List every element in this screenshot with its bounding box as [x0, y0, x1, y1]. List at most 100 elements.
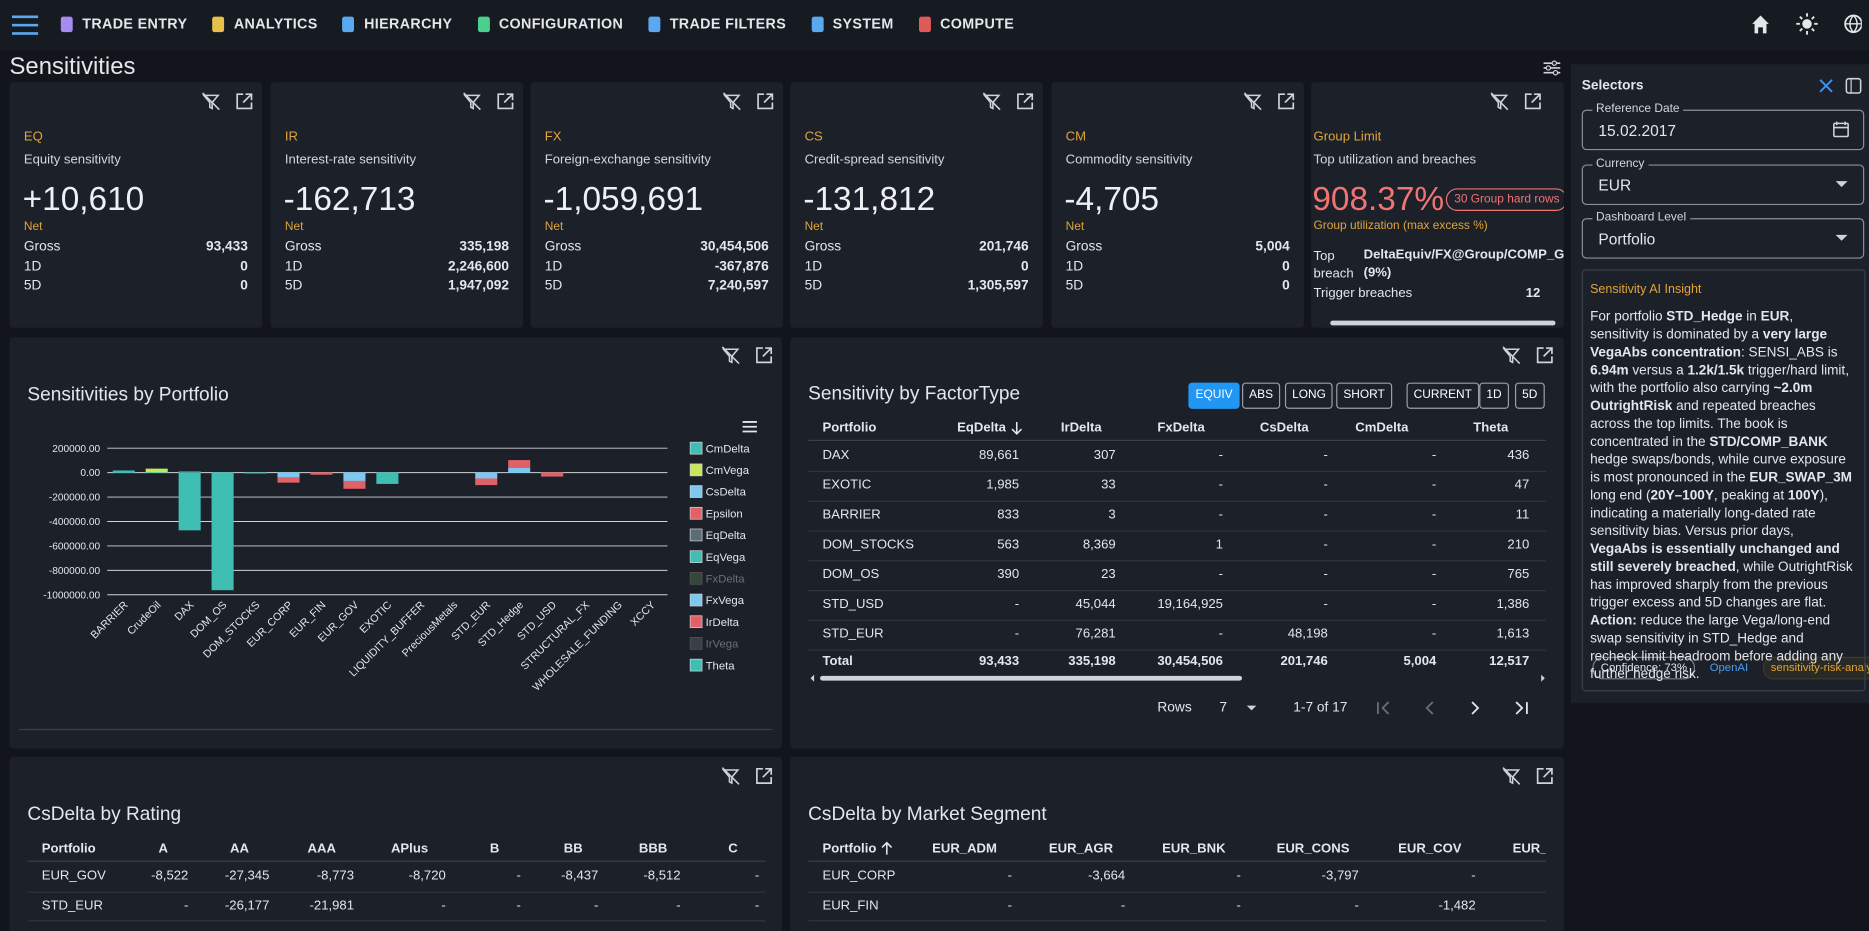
first-page[interactable] — [1377, 701, 1391, 715]
open-icon[interactable] — [1278, 93, 1295, 110]
clear-filter-icon[interactable] — [1502, 767, 1521, 785]
open-icon[interactable] — [236, 93, 253, 110]
column-header[interactable]: B — [489, 841, 500, 856]
column-header[interactable]: CmDelta — [1355, 420, 1409, 436]
clear-filter-icon[interactable] — [1502, 346, 1521, 365]
clear-filter-icon[interactable] — [202, 92, 220, 111]
card-code: CS — [804, 129, 823, 145]
column-header[interactable]: EUR_CONS — [1276, 841, 1350, 856]
insight-chip: Confidence: 73% — [1592, 656, 1696, 680]
menu-button[interactable] — [11, 14, 41, 35]
column-header[interactable]: Theta — [1473, 420, 1509, 436]
nav-item[interactable]: CONFIGURATION — [498, 15, 624, 33]
open-icon[interactable] — [1524, 93, 1542, 110]
segment-panel — [790, 756, 1564, 931]
table-cell: EUR_FIN — [822, 898, 879, 913]
clear-filter-icon[interactable] — [982, 92, 1001, 111]
open-icon[interactable] — [756, 347, 773, 364]
row-rule — [808, 530, 1546, 532]
clear-filter-icon[interactable] — [722, 92, 741, 111]
nav-item[interactable]: ANALYTICS — [233, 15, 318, 33]
column-header[interactable]: EqDelta — [957, 420, 1006, 436]
table-cell: -8,720 — [408, 868, 446, 884]
insight-text: hedge swaps/bonds, while curve exposure … — [1590, 452, 1846, 486]
next-page[interactable] — [1471, 701, 1481, 715]
prev-page[interactable] — [1425, 701, 1436, 715]
clear-filter-icon[interactable] — [721, 346, 740, 365]
last-page[interactable] — [1515, 701, 1529, 715]
table-cell: - — [1471, 868, 1476, 884]
open-icon[interactable] — [756, 767, 773, 785]
table-scroll-part — [810, 674, 815, 682]
period-toggle[interactable]: CURRENT — [1406, 382, 1480, 409]
clear-filter-icon[interactable] — [463, 92, 481, 111]
column-header[interactable]: Portfolio — [822, 420, 877, 436]
rows-per-page[interactable]: 7 — [1219, 700, 1228, 716]
open-icon-part — [1524, 93, 1541, 110]
dropdown-arrow-part — [1835, 234, 1848, 241]
period-toggle[interactable]: 1D — [1479, 382, 1509, 409]
factor-toggle[interactable]: SHORT — [1336, 382, 1393, 409]
column-header[interactable]: AA — [230, 841, 249, 856]
dropdown-arrow[interactable] — [1246, 705, 1257, 711]
home-icon[interactable] — [1752, 15, 1769, 34]
column-header[interactable]: C — [728, 841, 738, 856]
open-icon[interactable] — [497, 93, 514, 110]
factor-toggle[interactable]: EQUIV — [1188, 382, 1240, 409]
table-cell: - — [1323, 477, 1328, 493]
column-header[interactable]: BB — [563, 841, 583, 856]
theme-icon[interactable] — [1802, 19, 1812, 29]
calendar-icon[interactable] — [1833, 121, 1849, 138]
selectors-panel — [1571, 64, 1869, 704]
table-cell: - — [1431, 567, 1437, 582]
column-header[interactable]: CsDelta — [1259, 420, 1309, 436]
layout-settings-icon[interactable] — [1543, 60, 1561, 77]
nav-item[interactable]: TRADE FILTERS — [669, 15, 787, 33]
open-icon-part — [236, 93, 253, 110]
kpi-card: FX Foreign-exchange sensitivity -1,059,691… — [530, 82, 784, 328]
column-header[interactable]: AAA — [307, 841, 336, 856]
column-header[interactable]: A — [158, 841, 169, 856]
open-icon[interactable] — [1536, 767, 1553, 785]
open-icon-part — [756, 767, 773, 784]
column-header[interactable]: IrDelta — [1060, 420, 1102, 436]
column-header[interactable]: EUR_AGR — [1048, 841, 1114, 856]
column-header[interactable]: EUR_ADM — [932, 841, 997, 856]
open-icon[interactable] — [757, 93, 774, 110]
column-header[interactable]: EUR_D — [1512, 841, 1546, 856]
selector-field[interactable]: Currency EUR — [1581, 156, 1865, 205]
nav-item[interactable]: HIERARCHY — [364, 15, 453, 33]
group-limit-card: Group Limit Top utilization and breaches 9… — [1311, 82, 1564, 328]
card-row-value: -367,876 — [714, 259, 769, 274]
nav-item[interactable]: SYSTEM — [832, 15, 894, 33]
clear-filter-icon[interactable] — [721, 767, 740, 785]
selector-field[interactable]: Dashboard Level Portfolio — [1581, 210, 1865, 259]
clear-filter-icon[interactable] — [1490, 92, 1509, 111]
column-header[interactable]: EUR_COV — [1398, 841, 1462, 856]
selector-field[interactable]: Reference Date 15.02.2017 — [1581, 102, 1865, 151]
table-cell: - — [1431, 448, 1437, 463]
column-header[interactable]: EUR_BNK — [1162, 841, 1226, 856]
dropdown-arrow[interactable] — [1835, 234, 1848, 241]
open-icon[interactable] — [1536, 347, 1553, 364]
open-icon[interactable] — [1017, 93, 1034, 110]
period-toggle[interactable]: 5D — [1514, 382, 1545, 409]
card-row-value: 201,746 — [979, 239, 1029, 254]
dropdown-arrow[interactable] — [1835, 180, 1848, 187]
nav-item[interactable]: COMPUTE — [940, 15, 1015, 33]
column-header[interactable]: Portfolio — [822, 841, 877, 856]
clear-filter-icon-part — [1490, 94, 1509, 110]
panel-icon[interactable] — [1845, 77, 1862, 94]
column-header[interactable]: APlus — [390, 841, 429, 856]
column-header[interactable]: Portfolio — [41, 841, 96, 856]
factor-toggle[interactable]: LONG — [1284, 382, 1334, 409]
column-header[interactable]: FxDelta — [1157, 420, 1205, 436]
close-icon[interactable] — [1819, 79, 1833, 93]
table-cell: 1,613 — [1496, 626, 1530, 642]
clear-filter-icon[interactable] — [1243, 92, 1262, 111]
table-cell: -1,482 — [1438, 898, 1476, 913]
nav-item[interactable]: TRADE ENTRY — [82, 15, 188, 33]
card-code: Group Limit — [1313, 129, 1382, 145]
column-header[interactable]: BBB — [638, 841, 668, 856]
factor-toggle[interactable]: ABS — [1242, 382, 1281, 409]
